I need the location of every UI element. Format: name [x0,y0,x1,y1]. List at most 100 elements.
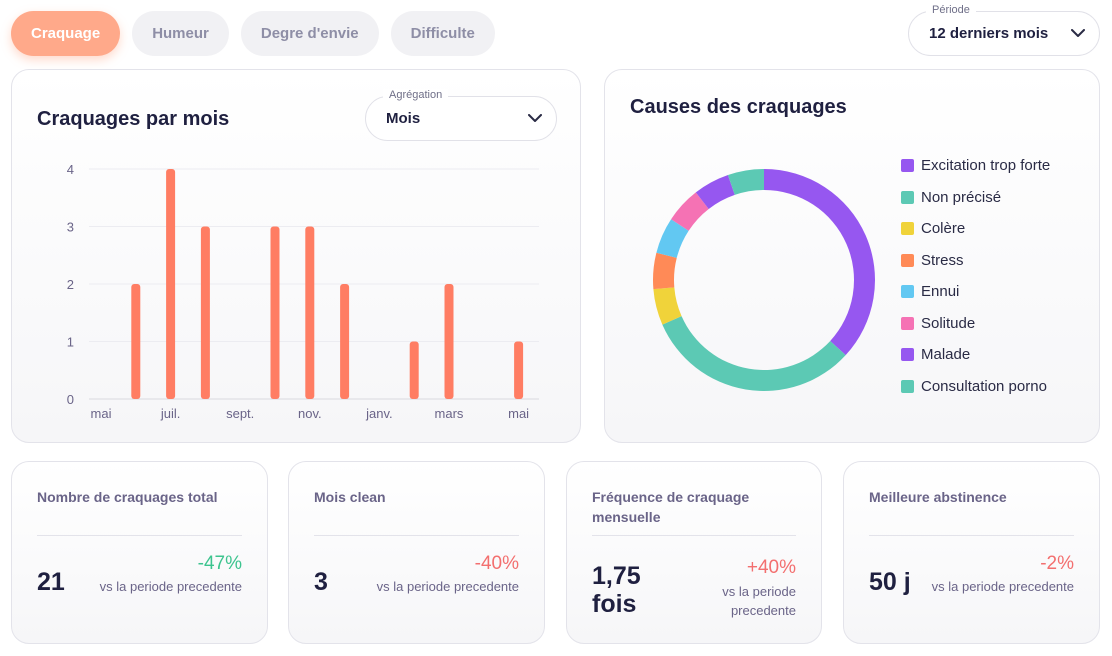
tab-label: Craquage [31,25,101,42]
x-tick-label: mai [508,406,529,421]
legend-label: Excitation trop forte [921,157,1051,175]
bar-card-title: Craquages par mois [37,108,230,130]
legend-item: Colère [901,213,1050,245]
legend-label: Solitude [921,314,976,332]
legend-swatch [901,348,914,362]
legend-swatch [901,159,914,173]
bar [200,226,210,399]
stat-delta: -2% [1040,553,1074,574]
stat-value: 1,75 fois [592,562,641,618]
stat-card-clean-months: Mois clean 3 -40% vs la periode preceden… [288,461,545,644]
stat-divider [314,535,519,536]
y-tick-label: 2 [67,277,74,292]
y-tick-label: 4 [67,162,74,177]
stat-delta: -40% [474,553,519,574]
bar [131,284,141,399]
tab-label: Degre d'envie [260,25,359,42]
stat-delta: -47% [197,553,242,574]
aggregation-select[interactable]: Agrégation Mois [365,89,557,141]
bar [166,169,176,399]
legend-item: Stress [901,245,1050,277]
bar [305,226,315,399]
legend-swatch [901,222,914,236]
legend-label: Non précisé [921,188,1002,206]
legend-item: Consultation porno [901,371,1050,403]
y-tick-label: 1 [67,335,74,350]
bar [409,341,419,399]
stat-value-number: 1,75 [592,562,641,590]
donut-slice [764,169,875,356]
legend-label: Malade [921,346,971,364]
x-tick-label: sept. [226,406,254,421]
y-tick-label: 0 [67,392,74,407]
stat-divider [37,535,242,536]
stat-title: Fréquence de craquage mensuelle [592,489,750,525]
chevron-down-icon [1071,27,1085,41]
stat-value: 50 j [869,568,911,596]
stat-card-best-abstinence: Meilleure abstinence 50 j -2% vs la peri… [843,461,1100,644]
stat-card-frequency: Fréquence de craquage mensuelle 1,75 foi… [566,461,822,644]
tab-degre-envie[interactable]: Degre d'envie [240,11,379,56]
aggregation-value: Mois [386,110,421,127]
donut-legend: Excitation trop forte Non précisé Colère St… [901,150,1050,402]
stat-sub: vs la periode precedente [931,579,1074,594]
stat-title: Mois clean [314,489,386,505]
donut-slice [727,169,764,195]
donut-slice [695,175,735,209]
monthly-chart-card: Craquages par mois Agrégation Mois 0 1 2 3 4… [11,69,581,443]
stat-value-unit: fois [592,590,637,618]
period-value: 12 derniers mois [929,25,1049,42]
tab-difficulte[interactable]: Difficulte [390,11,495,56]
legend-item: Excitation trop forte [901,150,1050,182]
legend-swatch [901,190,914,204]
legend-item: Malade [901,339,1050,371]
legend-swatch [901,285,914,299]
stat-sub: vs la periode precedente [722,582,796,620]
tab-label: Difficulte [410,25,475,42]
legend-label: Stress [921,251,964,269]
stat-divider [592,535,796,536]
tab-craquage[interactable]: Craquage [11,11,121,56]
tab-bar: Craquage Humeur Degre d'envie Difficulte [11,11,495,56]
legend-label: Ennui [921,283,960,301]
aggregation-legend: Agrégation [383,89,449,101]
legend-label: Colère [921,220,966,238]
stat-sub: vs la periode precedente [376,579,519,594]
legend-swatch [901,379,914,393]
bar [340,284,350,399]
stat-value: 3 [314,568,328,596]
tab-label: Humeur [152,25,209,42]
legend-item: Ennui [901,276,1050,308]
stat-title: Meilleure abstinence [869,489,1007,505]
causes-chart-card: Causes des craquages Excitation trop for… [604,69,1100,443]
stat-value: 21 [37,568,65,596]
x-tick-label: janv. [365,406,393,421]
tab-humeur[interactable]: Humeur [132,11,229,56]
bar [514,341,524,399]
pie-card-title: Causes des craquages [630,96,847,118]
period-legend: Période [926,4,976,16]
donut-slice [653,252,677,290]
x-tick-label: mars [435,406,464,421]
period-select[interactable]: Période 12 derniers mois [908,4,1100,56]
stat-delta: +40% [746,557,796,578]
legend-swatch [901,253,914,267]
chevron-down-icon [528,112,542,126]
legend-item: Solitude [901,308,1050,340]
stat-sub-line: vs la periode [722,584,796,599]
stat-divider [869,535,1074,536]
bar [444,284,454,399]
donut-slice [671,192,709,231]
donut-slice [656,219,689,258]
legend-label: Consultation porno [921,377,1047,395]
stat-title: Nombre de craquages total [37,489,218,505]
stat-sub-line: precedente [730,603,796,618]
y-tick-label: 3 [67,220,74,235]
x-tick-label: juil. [160,406,181,421]
stat-card-total: Nombre de craquages total 21 -47% vs la … [11,461,268,644]
bar-chart: 0 1 2 3 4 mai juil. sept. nov. janv. mars mai [67,162,539,421]
stat-sub: vs la periode precedente [99,579,242,594]
x-tick-label: mai [91,406,112,421]
donut-slice [662,316,846,391]
donut-chart [653,169,875,391]
